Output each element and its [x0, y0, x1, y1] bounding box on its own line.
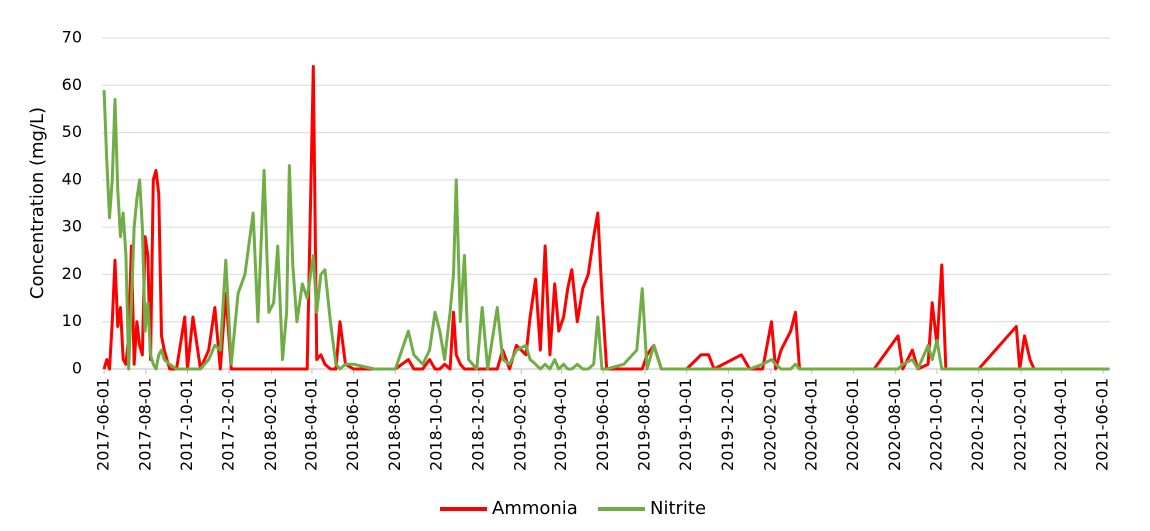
x-tick-label: 2020-10-01 — [926, 378, 945, 471]
x-tick-label: 2019-02-01 — [511, 378, 530, 471]
y-tick-label: 20 — [62, 264, 82, 283]
x-tick-label: 2019-06-01 — [593, 378, 612, 471]
data-line — [102, 64, 1110, 371]
y-tick-label: 30 — [62, 217, 82, 236]
x-tick-label: 2019-04-01 — [551, 378, 570, 471]
y-tick-label: 40 — [62, 169, 82, 188]
y-tick-label: 0 — [72, 359, 82, 378]
x-tick-label: 2017-10-01 — [177, 378, 196, 471]
x-tick-label: 2018-04-01 — [301, 378, 320, 471]
data-line — [102, 89, 1110, 371]
x-tick-label: 2021-06-01 — [1093, 378, 1112, 471]
x-tick-label: 2018-02-01 — [261, 378, 280, 471]
y-tick-label: 60 — [62, 75, 82, 94]
x-tick-label: 2020-08-01 — [885, 378, 904, 471]
x-tick-label: 2019-10-01 — [676, 378, 695, 471]
x-tick-label: 2020-06-01 — [843, 378, 862, 471]
x-tick-label: 2017-08-01 — [135, 378, 154, 471]
x-tick-label: 2021-04-01 — [1051, 378, 1070, 471]
x-tick-label: 2018-06-01 — [343, 378, 362, 471]
legend-label: Ammonia — [492, 498, 578, 519]
y-axis-label: Concentration (mg/L) — [27, 107, 48, 299]
x-tick-label: 2018-10-01 — [427, 378, 446, 471]
x-tick-label: 2020-02-01 — [760, 378, 779, 471]
x-tick-label: 2017-12-01 — [219, 378, 238, 471]
x-tick-label: 2020-12-01 — [968, 378, 987, 471]
x-tick-label: 2019-08-01 — [634, 378, 653, 471]
y-tick-label: 70 — [62, 28, 82, 47]
x-tick-label: 2019-12-01 — [718, 378, 737, 471]
x-tick-label: 2018-08-01 — [385, 378, 404, 471]
x-tick-label: 2020-04-01 — [801, 378, 820, 471]
y-tick-label: 50 — [62, 122, 82, 141]
legend-label: Nitrite — [650, 498, 706, 519]
x-tick-label: 2021-02-01 — [1011, 378, 1030, 471]
x-tick-label: 2017-06-01 — [94, 378, 113, 471]
x-tick-label: 2018-12-01 — [468, 378, 487, 471]
y-tick-label: 10 — [62, 311, 82, 330]
